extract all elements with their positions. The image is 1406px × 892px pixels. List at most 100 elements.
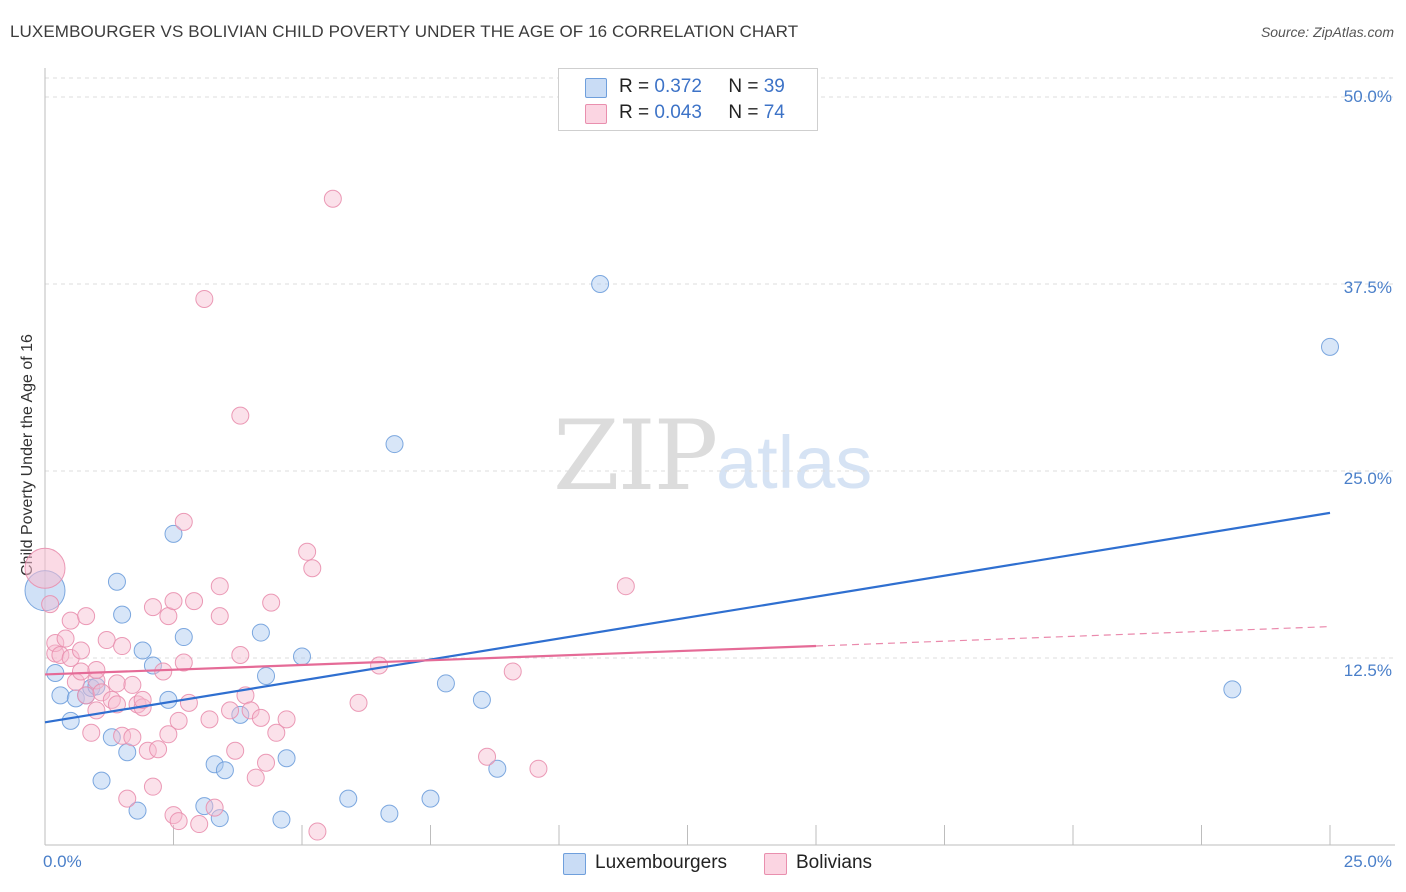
watermark-zip: ZIP <box>553 400 718 512</box>
point-bolivians <box>107 674 126 693</box>
y-tick-label-25: 25.0% <box>1343 469 1392 488</box>
point-luxembourgers <box>277 749 296 768</box>
point-luxembourgers <box>385 435 404 454</box>
series-swatch-luxembourgers <box>563 853 586 875</box>
point-bolivians <box>370 656 389 675</box>
point-bolivians <box>24 547 66 589</box>
point-bolivians <box>529 759 548 778</box>
point-bolivians <box>323 189 342 208</box>
trend-line-bolivians <box>44 644 817 676</box>
point-bolivians <box>298 542 317 561</box>
trend-lines <box>44 511 1331 724</box>
series-label-luxembourgers: Luxembourgers <box>595 852 728 873</box>
point-bolivians <box>169 812 188 831</box>
point-luxembourgers <box>51 686 70 705</box>
point-bolivians <box>51 646 70 665</box>
source-label: Source: ZipAtlas.com <box>1260 24 1394 40</box>
legend-n-label: N = <box>728 76 759 97</box>
point-bolivians <box>200 710 219 729</box>
point-bolivians <box>82 723 101 742</box>
point-bolivians <box>133 690 152 709</box>
point-bolivians <box>149 740 168 759</box>
point-bolivians <box>277 710 296 729</box>
point-bolivians <box>123 675 142 694</box>
point-bolivians <box>77 607 96 626</box>
legend-n-label: N = <box>728 102 759 123</box>
y-tick-label-12-5: 12.5% <box>1343 661 1392 680</box>
trend-line-bolivians-extrapolated <box>815 625 1331 647</box>
point-luxembourgers <box>488 759 507 778</box>
legend-r-label: R = <box>619 76 650 97</box>
x-tick-label-min: 0.0% <box>43 852 82 871</box>
point-luxembourgers <box>472 690 491 709</box>
point-luxembourgers <box>164 524 183 543</box>
point-bolivians <box>107 695 126 714</box>
point-luxembourgers <box>272 810 291 829</box>
point-bolivians <box>77 686 96 705</box>
point-bolivians <box>164 592 183 611</box>
point-luxembourgers <box>251 623 270 642</box>
point-luxembourgers <box>118 743 137 762</box>
point-bolivians <box>190 815 209 834</box>
point-bolivians <box>87 660 106 679</box>
correlation-legend: R = 0.372 N = 39 R = 0.043 N = 74 <box>558 68 818 131</box>
gridlines <box>45 77 1395 659</box>
point-bolivians <box>159 607 178 626</box>
point-luxembourgers <box>231 705 250 724</box>
point-bolivians <box>503 662 522 681</box>
point-luxembourgers <box>210 809 229 828</box>
y-tick-label-50: 50.0% <box>1343 87 1392 106</box>
point-bolivians <box>205 798 224 817</box>
point-bolivians <box>143 598 162 617</box>
point-bolivians <box>210 607 229 626</box>
point-luxembourgers <box>107 572 126 591</box>
point-bolivians <box>123 728 142 747</box>
point-luxembourgers <box>257 666 276 685</box>
watermark-atlas: atlas <box>716 421 873 504</box>
point-bolivians <box>164 806 183 825</box>
point-bolivians <box>174 653 193 672</box>
series-label-bolivians: Bolivians <box>796 852 873 873</box>
point-bolivians <box>241 701 260 720</box>
legend-n-value: 74 <box>763 102 785 123</box>
point-bolivians <box>56 629 75 648</box>
point-bolivians <box>97 631 116 650</box>
data-points <box>24 189 1339 841</box>
point-luxembourgers <box>436 674 455 693</box>
point-bolivians <box>231 646 250 665</box>
point-bolivians <box>303 559 322 578</box>
point-bolivians <box>113 637 132 656</box>
point-luxembourgers <box>66 689 85 708</box>
point-bolivians <box>92 683 111 702</box>
point-bolivians <box>221 701 240 720</box>
point-bolivians <box>46 634 65 653</box>
point-luxembourgers <box>421 789 440 808</box>
point-bolivians <box>185 592 204 611</box>
y-tick-label-37-5: 37.5% <box>1343 278 1392 297</box>
point-bolivians <box>226 741 245 760</box>
legend-n-value: 39 <box>763 76 785 97</box>
legend-r-value: 0.372 <box>654 76 702 97</box>
point-bolivians <box>210 577 229 596</box>
point-bolivians <box>349 693 368 712</box>
point-luxembourgers <box>159 690 178 709</box>
point-luxembourgers <box>174 628 193 647</box>
point-bolivians <box>169 711 188 730</box>
point-bolivians <box>61 649 80 667</box>
point-bolivians <box>61 611 80 630</box>
point-bolivians <box>267 723 286 742</box>
point-bolivians <box>71 662 90 681</box>
point-bolivians <box>87 701 106 720</box>
point-bolivians <box>478 747 497 766</box>
point-luxembourgers <box>380 804 399 823</box>
point-luxembourgers <box>591 275 610 293</box>
point-luxembourgers <box>293 647 311 666</box>
point-luxembourgers <box>87 677 106 696</box>
point-bolivians <box>154 662 173 681</box>
point-luxembourgers <box>1223 680 1242 699</box>
legend-r-label: R = <box>619 102 650 123</box>
point-luxembourgers <box>92 771 111 790</box>
legend-r-value: 0.043 <box>654 102 702 123</box>
point-luxembourgers <box>61 711 80 730</box>
